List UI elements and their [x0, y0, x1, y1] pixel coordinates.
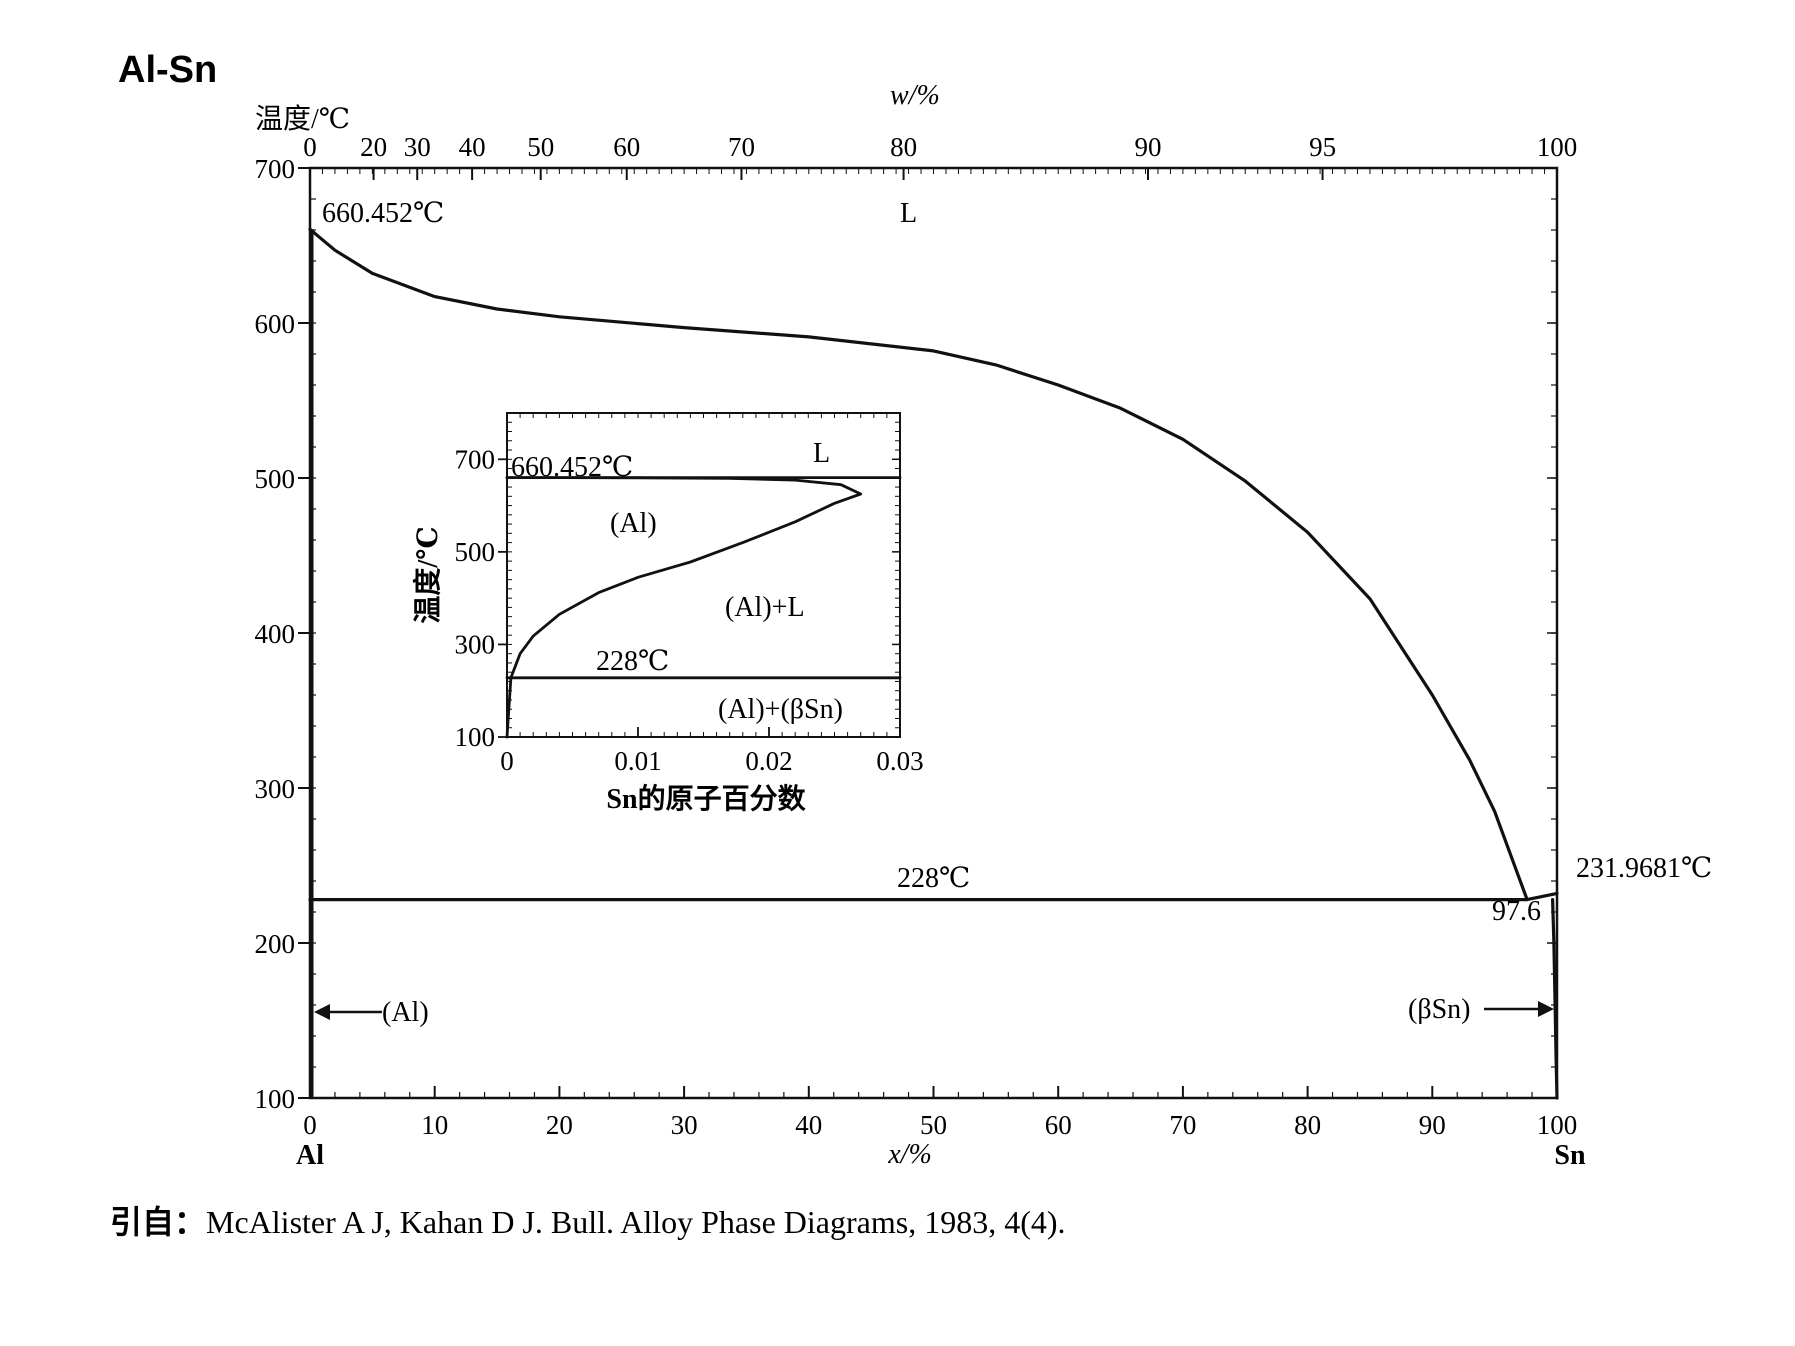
- eutectic-comp-label: 97.6: [1492, 896, 1541, 927]
- inset-x-axis: 0 0.01 0.02 0.03: [500, 413, 924, 776]
- main-x-right-element: Sn: [1554, 1140, 1586, 1171]
- inset-x-tick-label: 0.01: [614, 746, 661, 776]
- inset-x-axis-label: Sn的原子百分数: [606, 782, 806, 815]
- main-x-axis: 0 10 20 30 40 50 60 70 80 90 100: [303, 1086, 1577, 1140]
- main-top-tick-label: 90: [1134, 132, 1161, 162]
- main-y-tick-label: 400: [255, 619, 296, 649]
- main-y-axis: 700 600 500 400 300 200 100: [255, 154, 1557, 1114]
- main-y-unit-label: 温度/℃: [255, 103, 350, 135]
- main-y-tick-label: 700: [255, 154, 296, 184]
- main-x-tick-label: 60: [1045, 1110, 1072, 1140]
- inset-x-tick-label: 0: [500, 746, 514, 776]
- main-curves: [308, 227, 1559, 1100]
- main-x-tick-label: 100: [1537, 1110, 1578, 1140]
- main-top-tick-label: 40: [459, 132, 486, 162]
- main-x-tick-label: 50: [920, 1110, 947, 1140]
- liquidus-curve: [308, 227, 1529, 902]
- inset-x-tick-label: 0.03: [876, 746, 923, 776]
- beta-sn-phase-label: (βSn): [1408, 994, 1470, 1025]
- main-y-tick-label: 100: [255, 1084, 296, 1114]
- al-phase-label: (Al): [382, 997, 429, 1028]
- al-phase-annotation: (Al): [314, 997, 429, 1028]
- inset-liquid-label: L: [813, 438, 830, 469]
- beta-sn-solvus-curve: [1550, 897, 1559, 1100]
- inset-al-phase-label: (Al): [610, 508, 657, 539]
- inset-two-phase-label: (Al)+L: [725, 592, 805, 623]
- eutectic-line: [308, 891, 1559, 902]
- main-top-tick-label: 70: [728, 132, 755, 162]
- liquid-label: L: [900, 198, 917, 229]
- main-x-axis-label: x/%: [887, 1139, 932, 1170]
- main-top-tick-label: 80: [890, 132, 917, 162]
- inset-y-axis: 700 500 300 100: [455, 412, 900, 752]
- eutectic-temp-label: 228℃: [897, 863, 970, 894]
- inset-y-tick-label: 500: [455, 537, 496, 567]
- main-top-tick-label: 95: [1309, 132, 1336, 162]
- main-x-tick-label: 70: [1169, 1110, 1196, 1140]
- al-melting-label: 660.452℃: [322, 198, 444, 229]
- main-x-tick-label: 10: [421, 1110, 448, 1140]
- main-top-tick-label: 60: [613, 132, 640, 162]
- main-top-axis: 0 20 30 40 50 60 70 80 90 95 100: [303, 132, 1577, 180]
- main-y-tick-label: 300: [255, 774, 296, 804]
- citation: 引自：McAlister A J, Kahan D J. Bull. Alloy…: [110, 1204, 1066, 1240]
- figure-title: Al-Sn: [118, 49, 217, 91]
- main-x-tick-label: 90: [1419, 1110, 1446, 1140]
- inset-x-tick-label: 0.02: [745, 746, 792, 776]
- inset-curves: [505, 476, 902, 739]
- main-x-tick-label: 40: [795, 1110, 822, 1140]
- main-x-tick-label: 0: [303, 1110, 317, 1140]
- inset-y-tick-label: 700: [455, 444, 496, 474]
- main-y-tick-label: 200: [255, 929, 296, 959]
- main-x-tick-label: 30: [671, 1110, 698, 1140]
- inset-y-tick-label: 300: [455, 629, 496, 659]
- inset-y-axis-label: 温度/℃: [412, 526, 444, 623]
- arrow-left-icon: [314, 1004, 330, 1020]
- citation-prefix: 引自：: [110, 1204, 206, 1240]
- inset-low-phase-label: (Al)+(βSn): [718, 694, 843, 725]
- inset-al-melting-label: 660.452℃: [511, 452, 633, 483]
- inset-plot: 700 500 300 100 0 0.01 0.02 0.03 温度/℃ Sn的原子百分数…: [412, 412, 924, 815]
- main-y-tick-label: 600: [255, 309, 296, 339]
- main-top-tick-label: 100: [1537, 132, 1578, 162]
- main-top-tick-label: 0: [303, 132, 317, 162]
- inset-plot-frame: [506, 412, 901, 738]
- main-top-tick-label: 50: [527, 132, 554, 162]
- main-x-tick-label: 20: [546, 1110, 573, 1140]
- sn-melting-label: 231.9681℃: [1576, 853, 1712, 884]
- main-y-tick-label: 500: [255, 464, 296, 494]
- main-top-tick-label: 30: [404, 132, 431, 162]
- main-top-axis-label: w/%: [890, 80, 940, 111]
- arrow-right-icon: [1538, 1001, 1554, 1017]
- inset-eutectic-label: 228℃: [596, 646, 669, 677]
- main-x-left-element: Al: [296, 1140, 324, 1171]
- citation-text: McAlister A J, Kahan D J. Bull. Alloy Ph…: [206, 1204, 1065, 1240]
- main-x-tick-label: 80: [1294, 1110, 1321, 1140]
- beta-sn-phase-annotation: (βSn): [1408, 994, 1554, 1025]
- inset-y-tick-label: 100: [455, 722, 496, 752]
- main-top-tick-label: 20: [360, 132, 387, 162]
